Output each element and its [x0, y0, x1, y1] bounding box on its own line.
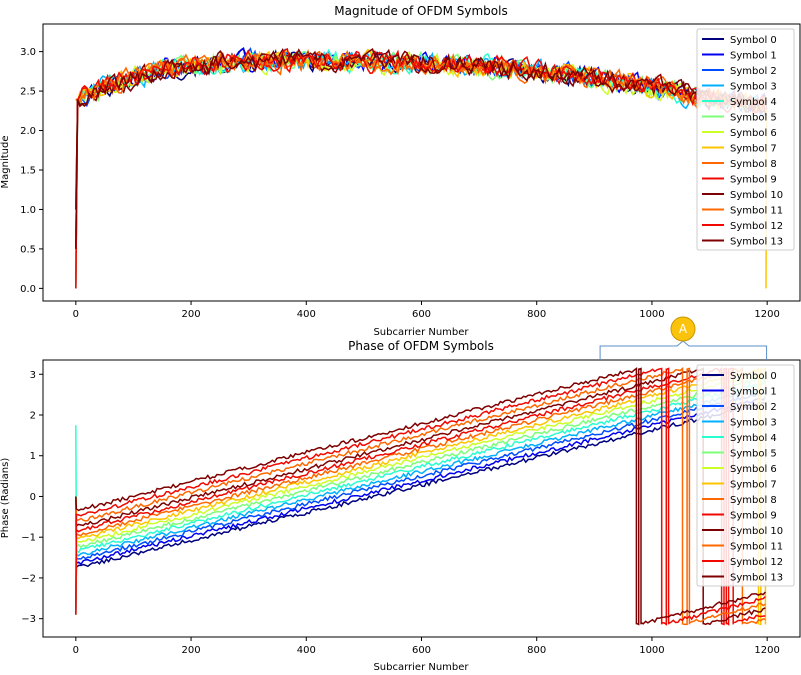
- legend-entry: Symbol 6: [730, 464, 777, 475]
- x-tick-label: 200: [182, 309, 201, 320]
- y-tick-label: 0: [30, 492, 36, 503]
- x-tick-label: 800: [527, 309, 546, 320]
- phase-series-line: [75, 366, 766, 625]
- callout-label: A: [679, 322, 688, 336]
- x-tick-label: 0: [73, 645, 79, 656]
- y-tick-label: −3: [21, 614, 36, 625]
- y-tick-label: 1.0: [20, 205, 36, 216]
- y-tick-label: 1: [30, 451, 36, 462]
- legend-entry: Symbol 5: [730, 449, 777, 460]
- x-tick-label: 400: [297, 309, 316, 320]
- y-tick-label: 1.5: [20, 165, 36, 176]
- legend-entry: Symbol 2: [730, 402, 777, 413]
- legend-entry: Symbol 8: [730, 159, 777, 170]
- x-tick-label: 600: [412, 645, 431, 656]
- phase-x-ticks: 0 200 400 600 800 1000 1200: [73, 637, 780, 656]
- callout-bracket: [599, 340, 768, 360]
- phase-series-line: [75, 366, 766, 626]
- magnitude-series-line: [75, 47, 768, 249]
- legend-entry: Symbol 11: [730, 542, 783, 553]
- magnitude-y-label: Magnitude: [0, 136, 11, 189]
- legend-entry: Symbol 13: [730, 237, 783, 248]
- legend-entry: Symbol 7: [730, 480, 777, 491]
- phase-plot-area: [42, 359, 801, 638]
- legend-box: [696, 28, 795, 251]
- phase-y-label: Phase (Radians): [0, 458, 11, 539]
- legend-entry: Symbol 12: [730, 557, 783, 568]
- legend-entry: Symbol 9: [730, 175, 777, 186]
- magnitude-y-ticks: 0.0 0.5 1.0 1.5 2.0 2.5 3.0: [20, 47, 43, 295]
- callout-badge: [670, 316, 696, 342]
- phase-series-line: [75, 371, 766, 615]
- phase-series-line: [75, 396, 767, 566]
- legend-entry: Symbol 3: [730, 418, 777, 429]
- y-tick-label: 2.0: [20, 126, 36, 137]
- legend-entry: Symbol 3: [730, 82, 777, 93]
- phase-title: Phase of OFDM Symbols: [348, 339, 494, 353]
- x-tick-label: 800: [527, 645, 546, 656]
- legend-entry: Symbol 6: [730, 128, 777, 139]
- legend-entry: Symbol 2: [730, 66, 777, 77]
- legend-entry: Symbol 13: [730, 573, 783, 584]
- y-tick-label: −2: [21, 573, 36, 584]
- legend-entry: Symbol 12: [730, 221, 783, 232]
- magnitude-chart: Magnitude of OFDM Symbols 0 200 400 600 800 1…: [0, 4, 801, 338]
- phase-series-line: [75, 367, 766, 626]
- legend-entry: Symbol 1: [730, 387, 777, 398]
- phase-series-line: [75, 388, 766, 615]
- x-tick-label: 1200: [754, 309, 779, 320]
- callout-annotation: A: [599, 316, 768, 360]
- y-tick-label: −1: [21, 533, 36, 544]
- legend-entry: Symbol 4: [730, 433, 777, 444]
- x-tick-label: 200: [182, 645, 201, 656]
- phase-y-ticks: −3 −2 −1 0 1 2 3: [21, 370, 43, 625]
- legend-entry: Symbol 10: [730, 526, 783, 537]
- legend-entry: Symbol 1: [730, 51, 777, 62]
- x-tick-label: 0: [73, 309, 79, 320]
- legend-entry: Symbol 4: [730, 97, 777, 108]
- y-tick-label: 0.5: [20, 244, 36, 255]
- phase-series-lines: [75, 366, 767, 626]
- y-tick-label: 3: [30, 370, 36, 381]
- x-tick-label: 400: [297, 645, 316, 656]
- magnitude-legend: Symbol 0 Symbol 1 Symbol 2 Symbol 3 Symbol 4…: [696, 28, 795, 251]
- legend-entry: Symbol 7: [730, 144, 777, 155]
- phase-series-line: [75, 367, 766, 626]
- legend-entry: Symbol 5: [730, 113, 777, 124]
- legend-entry: Symbol 9: [730, 511, 777, 522]
- magnitude-title: Magnitude of OFDM Symbols: [334, 4, 507, 18]
- magnitude-x-ticks: 0 200 400 600 800 1000 1200: [73, 301, 780, 320]
- x-tick-label: 600: [412, 309, 431, 320]
- phase-chart: Phase of OFDM Symbols 0 200 400 600 800 1000 1…: [0, 339, 801, 673]
- legend-entry: Symbol 11: [730, 206, 783, 217]
- legend-box: [696, 364, 795, 587]
- y-tick-label: 2: [30, 410, 36, 421]
- magnitude-x-label: Subcarrier Number: [373, 327, 469, 338]
- phase-series-line: [75, 367, 766, 626]
- y-tick-label: 3.0: [20, 47, 36, 58]
- x-tick-label: 1000: [639, 309, 664, 320]
- x-tick-label: 1200: [754, 645, 779, 656]
- phase-series-line: [75, 376, 766, 549]
- phase-x-label: Subcarrier Number: [373, 662, 469, 673]
- y-tick-label: 0.0: [20, 284, 36, 295]
- legend-entry: Symbol 0: [730, 35, 777, 46]
- y-tick-label: 2.5: [20, 87, 36, 98]
- x-tick-label: 1000: [639, 645, 664, 656]
- magnitude-series-line: [75, 49, 767, 249]
- phase-series-line: [75, 402, 766, 615]
- phase-legend: Symbol 0 Symbol 1 Symbol 2 Symbol 3 Symbol 4…: [696, 364, 795, 587]
- legend-entry: Symbol 0: [730, 371, 777, 382]
- legend-entry: Symbol 8: [730, 495, 777, 506]
- legend-entry: Symbol 10: [730, 190, 783, 201]
- phase-series-line: [75, 380, 766, 554]
- magnitude-series-lines: [75, 46, 768, 289]
- phase-series-line: [75, 391, 766, 560]
